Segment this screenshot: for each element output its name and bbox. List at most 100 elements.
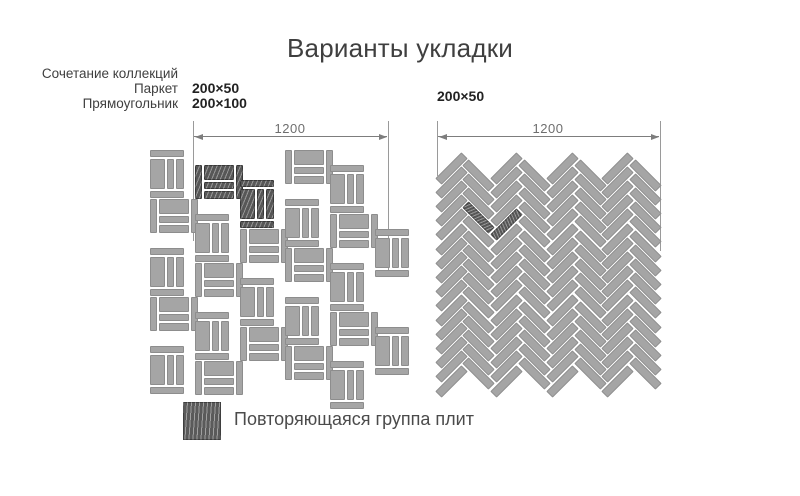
- highlighted-tile: [236, 165, 243, 199]
- tile: [311, 208, 319, 238]
- highlighted-tile: [195, 165, 202, 199]
- tile: [375, 229, 409, 236]
- tile: [339, 338, 369, 346]
- tile: [249, 344, 279, 351]
- tile: [150, 355, 165, 385]
- tile: [195, 255, 229, 262]
- tile: [240, 319, 274, 326]
- repeating-group-swatch: [183, 402, 221, 440]
- tile: [330, 165, 364, 172]
- tile: [204, 280, 234, 287]
- tile: [150, 199, 157, 233]
- tile: [356, 174, 364, 204]
- collection-labels: Сочетание коллекций Паркет Прямоугольник: [20, 66, 178, 112]
- tile: [294, 346, 324, 361]
- tile: [150, 257, 165, 287]
- tile: [330, 214, 337, 248]
- repeating-group-label: Повторяющаяся группа плит: [234, 409, 474, 429]
- tile: [204, 361, 234, 376]
- tile: [159, 216, 189, 223]
- tile: [150, 159, 165, 189]
- tile: [195, 312, 229, 319]
- tile: [195, 223, 210, 253]
- tile: [294, 363, 324, 370]
- tile: [330, 312, 337, 346]
- tile: [330, 402, 364, 409]
- tile: [326, 150, 333, 184]
- tile: [347, 174, 354, 204]
- tile-size-200x100: 200×100: [192, 95, 247, 112]
- highlighted-tile: [204, 165, 234, 180]
- collection-label-parquet: Паркет: [133, 81, 178, 97]
- highlighted-tile: [266, 189, 274, 219]
- tile: [204, 289, 234, 297]
- tile: [285, 208, 300, 238]
- tile: [330, 370, 345, 400]
- tile: [212, 223, 219, 253]
- tile: [392, 238, 399, 268]
- highlighted-tile: [240, 180, 274, 187]
- tile: [167, 257, 174, 287]
- tile: [191, 199, 198, 233]
- tile: [204, 263, 234, 278]
- tile: [302, 208, 309, 238]
- tile: [150, 289, 184, 296]
- tile: [375, 368, 409, 375]
- tile: [150, 346, 184, 353]
- tile-size-200x50: 200×50: [192, 80, 240, 96]
- tile: [339, 312, 369, 327]
- herringbone-pattern: [433, 150, 667, 398]
- tile: [356, 370, 364, 400]
- left-tile-sizes: 200×50 200×100: [192, 80, 247, 112]
- tile: [294, 150, 324, 165]
- tile: [294, 248, 324, 263]
- tile: [339, 329, 369, 336]
- tile: [392, 336, 399, 366]
- tile: [294, 274, 324, 282]
- tile: [266, 287, 274, 317]
- tile: [236, 263, 243, 297]
- left-dim-extension-right: [388, 121, 389, 271]
- tile: [159, 314, 189, 321]
- tile: [339, 214, 369, 229]
- tile: [159, 225, 189, 233]
- tile: [249, 255, 279, 263]
- tile: [401, 336, 409, 366]
- tile: [176, 257, 184, 287]
- tile: [221, 223, 229, 253]
- tile: [257, 287, 264, 317]
- tile: [150, 387, 184, 394]
- tile: [326, 346, 333, 380]
- tile: [204, 387, 234, 395]
- tile: [330, 263, 364, 270]
- collection-label-rectangle: Прямоугольник: [82, 96, 178, 112]
- tile: [240, 287, 255, 317]
- tile: [401, 238, 409, 268]
- tile: [150, 150, 184, 157]
- tile: [195, 321, 210, 351]
- tile: [150, 191, 184, 198]
- tile: [339, 231, 369, 238]
- tile: [195, 353, 229, 360]
- tile: [294, 372, 324, 380]
- basketweave-pattern: [150, 150, 410, 409]
- tile: [347, 370, 354, 400]
- left-dimension-line: [194, 136, 387, 137]
- page-title: Варианты укладки: [287, 33, 513, 63]
- tile: [330, 361, 364, 368]
- tile: [249, 327, 279, 342]
- tile: [281, 327, 288, 361]
- right-dim-extension-left: [437, 121, 438, 176]
- tile: [326, 248, 333, 282]
- right-dimension-line: [438, 136, 659, 137]
- tile: [249, 246, 279, 253]
- highlighted-tile: [204, 191, 234, 199]
- tile: [330, 304, 364, 311]
- tile: [240, 327, 247, 361]
- tile: [330, 174, 345, 204]
- left-dim-extension-left: [193, 121, 194, 241]
- tile: [176, 355, 184, 385]
- left-dimension-label: 1200: [269, 122, 311, 136]
- tile: [167, 355, 174, 385]
